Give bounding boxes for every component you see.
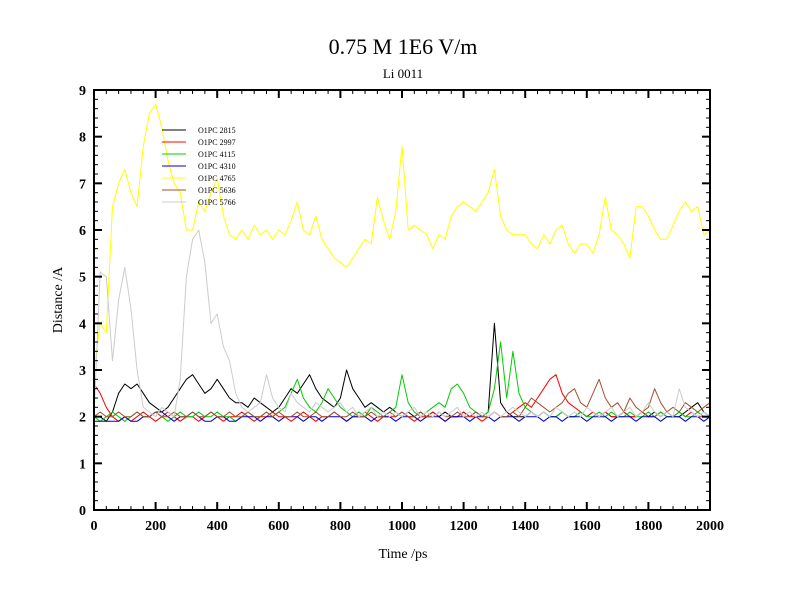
series-line-1 bbox=[93, 374, 710, 422]
legend-label-1: O1PC 2997 bbox=[198, 138, 236, 147]
legend-label-6: O1PC 5766 bbox=[198, 198, 236, 207]
legend-label-5: O1PC 5636 bbox=[198, 186, 236, 195]
chart-title: 0.75 M 1E6 V/m bbox=[329, 34, 478, 59]
x-tick-label: 2000 bbox=[696, 519, 724, 534]
x-tick-label: 400 bbox=[207, 519, 228, 534]
y-tick-label: 1 bbox=[79, 457, 86, 472]
x-tick-label: 200 bbox=[145, 519, 166, 534]
series-line-4 bbox=[93, 103, 711, 371]
y-tick-label: 3 bbox=[79, 364, 86, 379]
y-tick-label: 4 bbox=[79, 317, 86, 332]
y-tick-label: 0 bbox=[79, 504, 86, 519]
y-tick-label: 7 bbox=[79, 177, 86, 192]
plot-area bbox=[93, 103, 711, 422]
plot-frame bbox=[93, 89, 711, 511]
axes: 0 200 400 600 800 1000 1200 1400 1600 1800 2000 0 1 2… bbox=[79, 84, 724, 534]
legend-label-0: O1PC 2815 bbox=[198, 126, 236, 135]
series-line-0 bbox=[94, 322, 711, 422]
chart-subtitle: Li 0011 bbox=[383, 66, 423, 81]
legend-label-3: O1PC 4310 bbox=[198, 162, 236, 171]
y-tick-label: 6 bbox=[79, 224, 86, 239]
legend-label-2: O1PC 4115 bbox=[198, 150, 235, 159]
x-tick-label: 1200 bbox=[450, 519, 478, 534]
x-tick-label: 1400 bbox=[511, 519, 539, 534]
x-tick-label: 1800 bbox=[634, 519, 662, 534]
x-tick-label: 1000 bbox=[388, 519, 416, 534]
x-tick-label: 0 bbox=[91, 519, 98, 534]
x-axis-label: Time /ps bbox=[379, 547, 428, 562]
series-line-2 bbox=[93, 341, 710, 422]
legend: O1PC 2815 O1PC 2997 O1PC 4115 O1PC 4310 O1PC… bbox=[162, 126, 236, 207]
y-axis-label: Distance /A bbox=[51, 266, 66, 333]
x-tick-label: 600 bbox=[268, 519, 289, 534]
series-line-6 bbox=[93, 229, 711, 418]
y-tick-label: 2 bbox=[79, 411, 86, 426]
y-tick-label: 9 bbox=[79, 84, 86, 99]
y-tick-label: 8 bbox=[79, 131, 86, 146]
x-tick-label: 1600 bbox=[573, 519, 601, 534]
y-tick-label: 5 bbox=[79, 271, 86, 286]
x-tick-label: 800 bbox=[330, 519, 351, 534]
series-line-5 bbox=[93, 378, 711, 418]
legend-label-4: O1PC 4765 bbox=[198, 174, 236, 183]
